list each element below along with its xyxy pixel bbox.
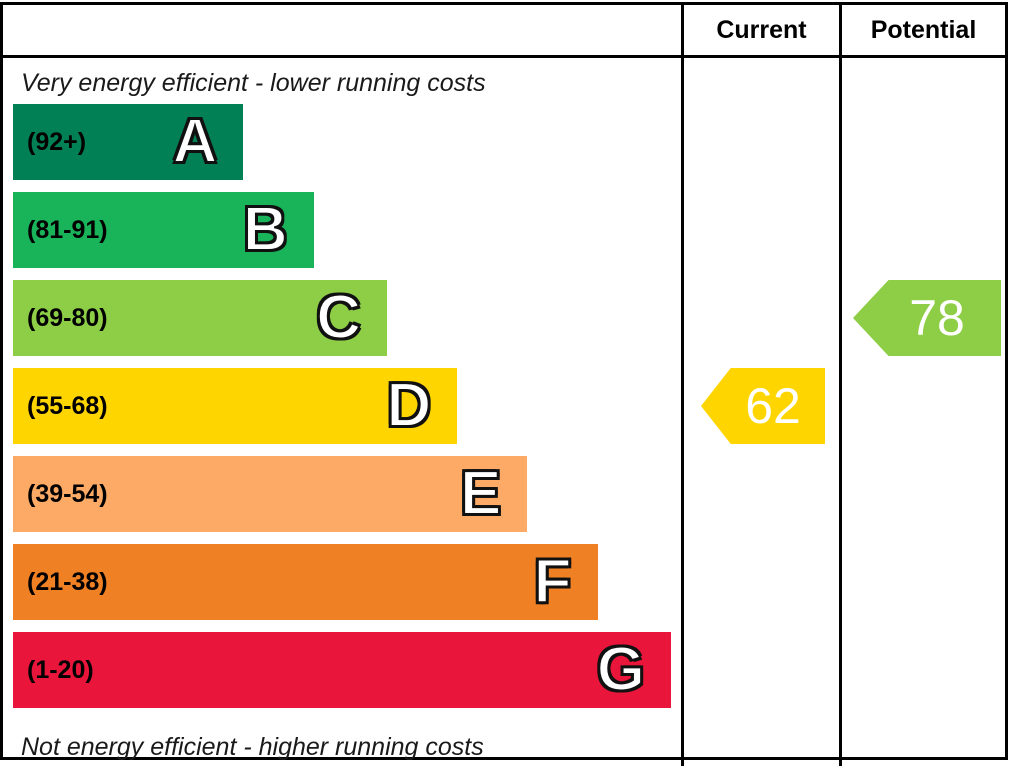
- current-column-header: Current: [681, 5, 839, 55]
- band-range: (21-38): [27, 567, 108, 596]
- chart-column-header: [3, 5, 681, 55]
- band-range: (1-20): [27, 655, 94, 684]
- band-bar-g: (1-20) G: [13, 632, 671, 708]
- band-bar-d: (55-68) D: [13, 368, 458, 444]
- band-letter: A: [172, 107, 219, 176]
- current-rating-column: 62: [681, 58, 839, 766]
- band-bar-b: (81-91) B: [13, 192, 314, 268]
- rating-bands-column: Very energy efficient - lower running co…: [3, 58, 681, 766]
- potential-column-header: Potential: [839, 5, 1005, 55]
- band-bar-a: (92+) A: [13, 104, 244, 180]
- potential-rating-column: 78: [839, 58, 1005, 766]
- band-range: (81-91): [27, 215, 108, 244]
- band-range: (69-80): [27, 303, 108, 332]
- band-bar-f: (21-38) F: [13, 544, 598, 620]
- band-letter: E: [459, 459, 502, 528]
- band-row: (81-91) B: [13, 192, 681, 268]
- band-letter: G: [596, 635, 646, 704]
- current-rating-value: 62: [745, 378, 801, 434]
- band-row: (55-68) D: [13, 368, 681, 444]
- bottom-caption: Not energy efficient - higher running co…: [21, 732, 484, 761]
- band-range: (55-68): [27, 391, 108, 420]
- band-row: (21-38) F: [13, 544, 681, 620]
- band-letter: D: [385, 371, 432, 440]
- band-letter: B: [242, 195, 289, 264]
- band-row: (1-20) G: [13, 632, 681, 708]
- current-rating-arrow: 62: [701, 368, 825, 444]
- band-range: (92+): [27, 127, 87, 156]
- band-bar-e: (39-54) E: [13, 456, 528, 532]
- band-row: (69-80) C: [13, 280, 681, 356]
- band-letter: C: [315, 283, 362, 352]
- potential-rating-arrow: 78: [853, 280, 1001, 356]
- top-caption: Very energy efficient - lower running co…: [21, 68, 486, 97]
- energy-efficiency-chart: Current Potential Very energy efficient …: [0, 2, 1008, 766]
- rating-bands: (92+) A (81-91) B (69-80) C: [13, 104, 681, 720]
- potential-rating-value: 78: [909, 290, 965, 346]
- chart-header-row: Current Potential: [3, 5, 1005, 58]
- chart-body: Very energy efficient - lower running co…: [3, 58, 1005, 766]
- band-row: (92+) A: [13, 104, 681, 180]
- band-row: (39-54) E: [13, 456, 681, 532]
- band-bar-c: (69-80) C: [13, 280, 388, 356]
- band-range: (39-54): [27, 479, 108, 508]
- band-letter: F: [533, 547, 573, 616]
